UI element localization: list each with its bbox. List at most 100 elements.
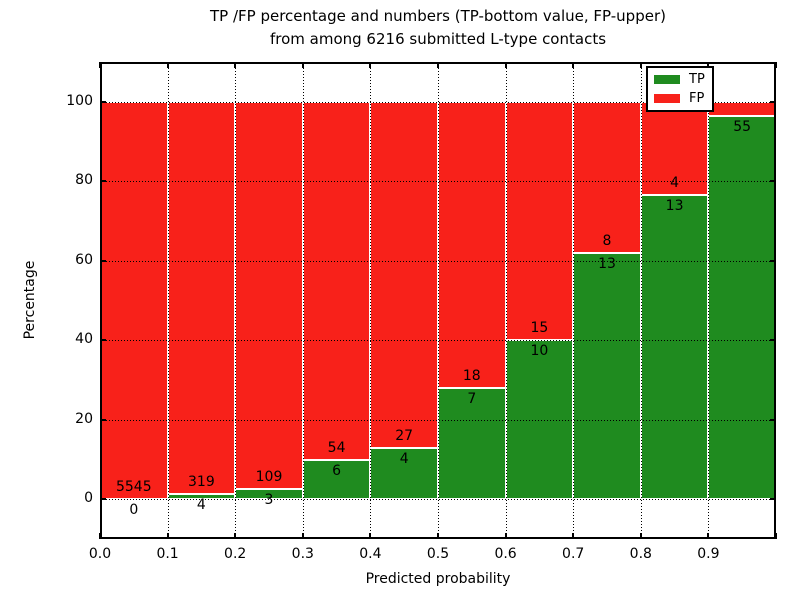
x-tick-bottom <box>639 533 642 539</box>
tp-count-label: 3 <box>264 491 274 508</box>
x-axis-label: Predicted probability <box>365 571 511 587</box>
x-tick-label: 0.6 <box>494 546 517 562</box>
x-gridline <box>370 62 372 539</box>
fp-count-label: 27 <box>395 427 414 444</box>
legend-item-tp: TP <box>654 73 706 86</box>
legend-label-tp: TP <box>689 72 705 88</box>
fp-count-label: 8 <box>602 233 612 250</box>
chart-title-line1: TP /FP percentage and numbers (TP-bottom… <box>210 7 666 25</box>
x-tick-top <box>234 62 237 68</box>
plot-area: 5545 0 319 4 109 3 54 6 27 4 18 7 15 10 8 13 4 13 55 <box>99 62 777 539</box>
x-tick-bottom <box>707 533 710 539</box>
x-tick-bottom <box>234 533 237 539</box>
bar-segment-fp <box>505 101 574 341</box>
bar-segment-fp <box>573 101 641 254</box>
bar-segment-tp <box>640 195 709 500</box>
legend-label-fp: FP <box>689 90 705 106</box>
tp-count-label: 10 <box>530 343 549 360</box>
x-tick-label: 0.3 <box>291 546 314 562</box>
tp-count-label: 55 <box>733 118 752 135</box>
fp-count-label: 18 <box>462 367 481 384</box>
x-tick-top <box>639 62 642 68</box>
x-tick-label: 0.9 <box>697 546 720 562</box>
fp-count-label: 319 <box>188 474 215 491</box>
x-tick-top <box>437 62 439 68</box>
x-tick-top <box>707 62 710 68</box>
y-tick-label: 100 <box>66 92 93 109</box>
y-axis-label: Percentage <box>22 260 38 340</box>
y-tick-left <box>100 100 106 103</box>
bar-segment-fp <box>708 101 776 116</box>
x-tick-label: 0.8 <box>629 546 652 562</box>
x-gridline <box>235 62 237 539</box>
x-tick-top <box>572 62 575 68</box>
x-tick-label: 0.5 <box>426 546 450 562</box>
tp-count-label: 4 <box>399 450 409 467</box>
tp-count-label: 13 <box>598 256 616 273</box>
tp-count-label: 13 <box>665 198 684 215</box>
y-tick-label: 20 <box>75 410 93 427</box>
x-tick-top <box>504 62 507 68</box>
chart-title-line2: from among 6216 submitted L-type contact… <box>269 30 607 48</box>
y-tick-right <box>770 418 776 421</box>
x-gridline <box>302 62 304 539</box>
legend: TP FP <box>646 66 714 112</box>
fp-count-label: 4 <box>670 175 680 192</box>
x-tick-top <box>301 62 304 68</box>
x-gridline <box>505 62 507 539</box>
y-tick-left <box>100 259 106 262</box>
chart-title: TP /FP percentage and numbers (TP-bottom… <box>100 5 776 51</box>
y-tick-label: 60 <box>75 251 93 268</box>
y-tick-left <box>100 180 106 183</box>
y-tick-right <box>770 180 776 183</box>
bar-segment-tp <box>708 115 776 500</box>
x-gridline <box>573 62 575 539</box>
x-tick-bottom <box>437 533 439 539</box>
x-tick-top <box>99 62 101 68</box>
x-tick-bottom <box>775 533 777 539</box>
y-tick-left <box>100 339 106 342</box>
fp-swatch <box>654 93 680 103</box>
legend-item-fp: FP <box>654 92 706 105</box>
x-tick-bottom <box>504 533 507 539</box>
x-gridline <box>167 62 169 539</box>
x-tick-label: 0.4 <box>359 546 382 562</box>
x-tick-top <box>166 62 169 68</box>
y-tick-label: 80 <box>75 172 93 189</box>
x-tick-bottom <box>369 533 372 539</box>
x-tick-bottom <box>572 533 575 539</box>
bar-segment-fp <box>100 101 168 500</box>
tp-count-label: 7 <box>467 390 477 407</box>
tp-count-label: 4 <box>196 497 206 514</box>
x-tick-bottom <box>166 533 169 539</box>
bar-segment-tp <box>438 387 506 500</box>
x-tick-top <box>369 62 372 68</box>
y-tick-right <box>770 339 776 342</box>
y-tick-left <box>100 498 106 501</box>
fp-count-label: 5545 <box>115 479 152 496</box>
bar-segment-fp <box>640 101 709 196</box>
x-gridline <box>640 62 642 539</box>
fp-count-label: 15 <box>530 320 549 337</box>
x-tick-label: 0.7 <box>562 546 585 562</box>
bar-segment-fp <box>370 101 438 448</box>
tp-count-label: 6 <box>332 462 342 479</box>
bar-segment-fp <box>235 101 303 489</box>
y-tick-right <box>770 498 776 501</box>
x-tick-label: 0.2 <box>224 546 247 562</box>
bar-segment-fp <box>167 101 236 495</box>
y-tick-label: 0 <box>84 490 93 507</box>
y-tick-left <box>100 418 106 421</box>
x-gridline <box>708 62 710 539</box>
tp-count-label: 0 <box>129 502 139 519</box>
y-tick-right <box>770 259 776 262</box>
y-tick-right <box>770 100 776 103</box>
bar-segment-tp <box>370 447 438 500</box>
bar-segment-tp <box>573 253 641 500</box>
tp-swatch <box>654 75 680 85</box>
x-tick-bottom <box>301 533 304 539</box>
x-tick-top <box>775 62 777 68</box>
x-gridline <box>438 62 439 539</box>
x-tick-label: 0.0 <box>88 546 112 562</box>
